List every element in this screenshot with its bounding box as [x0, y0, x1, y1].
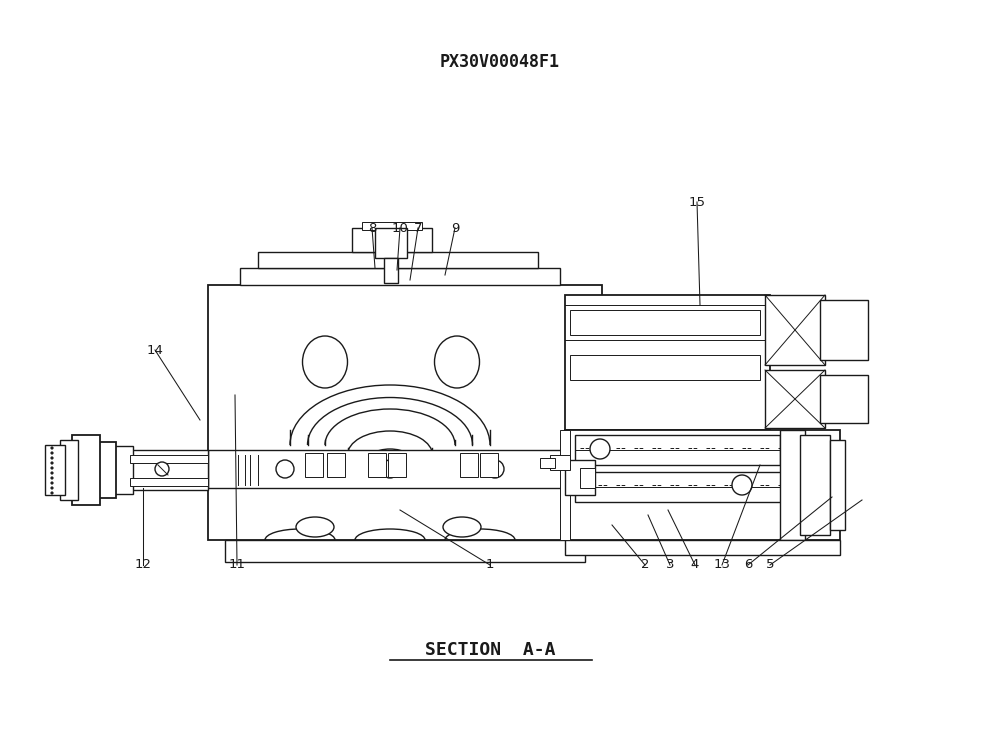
Circle shape [590, 439, 610, 459]
Text: 14: 14 [147, 344, 163, 356]
Bar [765, 370, 825, 428]
Bar [570, 310, 760, 335]
Bar [60, 440, 78, 500]
Text: 1: 1 [486, 559, 494, 571]
Ellipse shape [443, 517, 481, 537]
Text: 7: 7 [414, 222, 422, 234]
Ellipse shape [435, 336, 480, 388]
Bar [480, 453, 498, 477]
Bar [565, 540, 840, 555]
Bar [258, 252, 538, 268]
Circle shape [51, 492, 53, 494]
Text: 9: 9 [451, 222, 459, 234]
Bar [352, 228, 432, 252]
Bar [830, 440, 845, 530]
Bar [565, 430, 840, 540]
Bar [362, 222, 422, 230]
Bar [565, 295, 770, 430]
Text: SECTION  A-A: SECTION A-A [425, 641, 555, 659]
Bar [580, 468, 595, 488]
Text: 2: 2 [641, 559, 649, 571]
Text: 12: 12 [135, 559, 152, 571]
Bar [130, 455, 208, 463]
Bar [384, 258, 398, 283]
Circle shape [51, 447, 53, 449]
Circle shape [51, 462, 53, 464]
Circle shape [732, 475, 752, 495]
Bar [820, 375, 868, 423]
Bar [130, 478, 208, 486]
Text: 5: 5 [766, 559, 774, 571]
Text: 8: 8 [368, 222, 376, 234]
Bar [540, 458, 555, 468]
Bar [575, 472, 790, 502]
Text: 10: 10 [392, 222, 408, 234]
Circle shape [486, 460, 504, 478]
Bar [780, 430, 805, 540]
Text: 11: 11 [229, 559, 246, 571]
Bar [208, 285, 602, 540]
Bar [225, 540, 585, 562]
Circle shape [51, 472, 53, 474]
Circle shape [51, 477, 53, 479]
Ellipse shape [296, 517, 334, 537]
Bar [98, 442, 116, 498]
Bar [45, 445, 65, 495]
Text: 6: 6 [744, 559, 752, 571]
Circle shape [155, 462, 169, 476]
Bar [575, 435, 780, 465]
Circle shape [51, 457, 53, 459]
Bar [240, 268, 560, 285]
Bar [800, 435, 830, 535]
Bar [460, 453, 478, 477]
Bar [130, 450, 208, 490]
Text: 15: 15 [688, 196, 706, 208]
Circle shape [276, 460, 294, 478]
Bar [113, 446, 133, 494]
Bar [305, 453, 323, 477]
Text: 13: 13 [714, 559, 730, 571]
Bar [72, 435, 100, 505]
Bar [550, 455, 570, 470]
Text: 4: 4 [691, 559, 699, 571]
Circle shape [51, 487, 53, 490]
Bar [820, 300, 868, 360]
Bar [208, 450, 602, 488]
Circle shape [51, 482, 53, 484]
Ellipse shape [303, 336, 348, 388]
Circle shape [51, 466, 53, 469]
Circle shape [51, 452, 53, 454]
Text: PX30V00048F1: PX30V00048F1 [440, 53, 560, 71]
Bar [327, 453, 345, 477]
Bar [570, 355, 760, 380]
Bar [565, 460, 595, 495]
Bar [388, 453, 406, 477]
Bar [560, 430, 570, 540]
Circle shape [381, 460, 399, 478]
Bar [368, 453, 386, 477]
Bar [765, 295, 825, 365]
Text: 3: 3 [666, 559, 674, 571]
Bar [375, 228, 407, 258]
